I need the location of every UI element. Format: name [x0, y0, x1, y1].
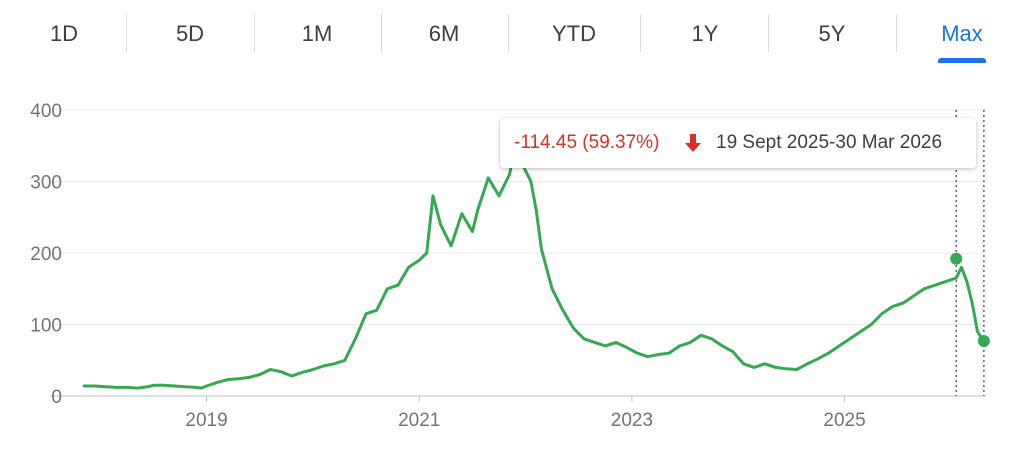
range-point-marker	[950, 252, 963, 265]
x-tick-label: 2023	[611, 410, 653, 431]
price-line-series	[82, 144, 985, 390]
y-tick-label: 100	[30, 316, 62, 337]
tab-separator	[896, 14, 897, 52]
tab-separator	[640, 14, 641, 52]
active-tab-indicator	[938, 58, 986, 63]
tab-separator	[768, 14, 769, 52]
tab-6m[interactable]: 6M	[428, 21, 460, 46]
y-tick-label: 300	[30, 173, 62, 194]
tab-separator	[508, 14, 509, 52]
tab-1d[interactable]: 1D	[49, 21, 79, 46]
range-point-marker	[977, 334, 990, 347]
tab-1m[interactable]: 1M	[301, 21, 333, 46]
y-tick-label: 200	[30, 244, 62, 265]
price-chart: 0 100 200 300 400 2019 2021 2023 2025	[30, 101, 990, 431]
time-range-tabs: 1D 5D 1M 6M YTD 1Y 5Y Max	[0, 0, 1024, 66]
arrow-down-icon	[685, 134, 701, 152]
range-change-tooltip: -114.45 (59.37%) 19 Sept 2025-30 Mar 202…	[500, 118, 976, 168]
tab-5y[interactable]: 5Y	[818, 21, 846, 46]
tab-separator	[254, 14, 255, 52]
price-change-value: -114.45 (59.37%)	[514, 132, 660, 153]
x-tick-label: 2021	[398, 410, 440, 431]
y-tick-label: 400	[30, 101, 62, 122]
tab-ytd[interactable]: YTD	[552, 21, 596, 46]
tab-1y[interactable]: 1Y	[691, 21, 719, 46]
x-tick-label: 2025	[823, 410, 865, 431]
date-range-label: 19 Sept 2025-30 Mar 2026	[716, 132, 943, 153]
tab-separator	[381, 14, 382, 52]
tab-max[interactable]: Max	[941, 21, 983, 46]
tab-5d[interactable]: 5D	[175, 21, 205, 46]
y-tick-label: 0	[51, 387, 62, 408]
x-tick-label: 2019	[185, 410, 227, 431]
tab-separator	[126, 14, 127, 52]
